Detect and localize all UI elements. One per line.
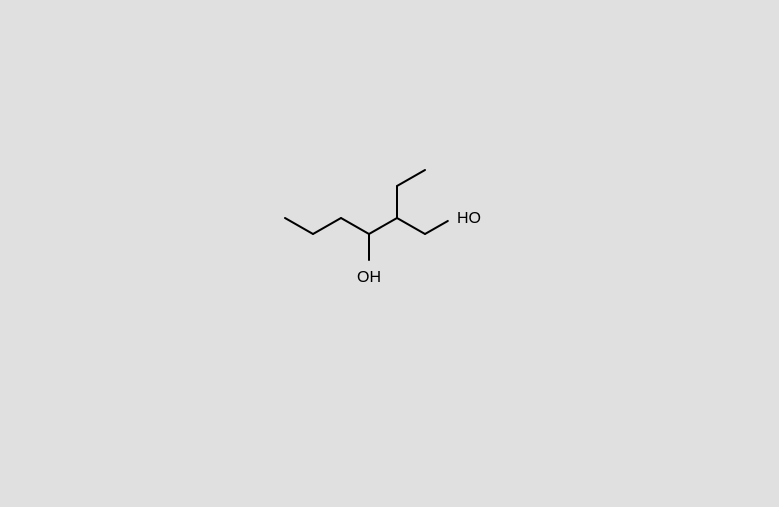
molecule-canvas: HO OH [0, 0, 779, 507]
bond [369, 218, 397, 234]
bond [397, 170, 425, 186]
bond [397, 218, 425, 234]
atom-label: OH [357, 269, 381, 286]
bond [313, 218, 341, 234]
atom-label: HO [457, 210, 481, 227]
bond [425, 221, 448, 234]
bond [341, 218, 369, 234]
molecule-svg: HO OH [0, 0, 779, 507]
bond [285, 218, 313, 234]
